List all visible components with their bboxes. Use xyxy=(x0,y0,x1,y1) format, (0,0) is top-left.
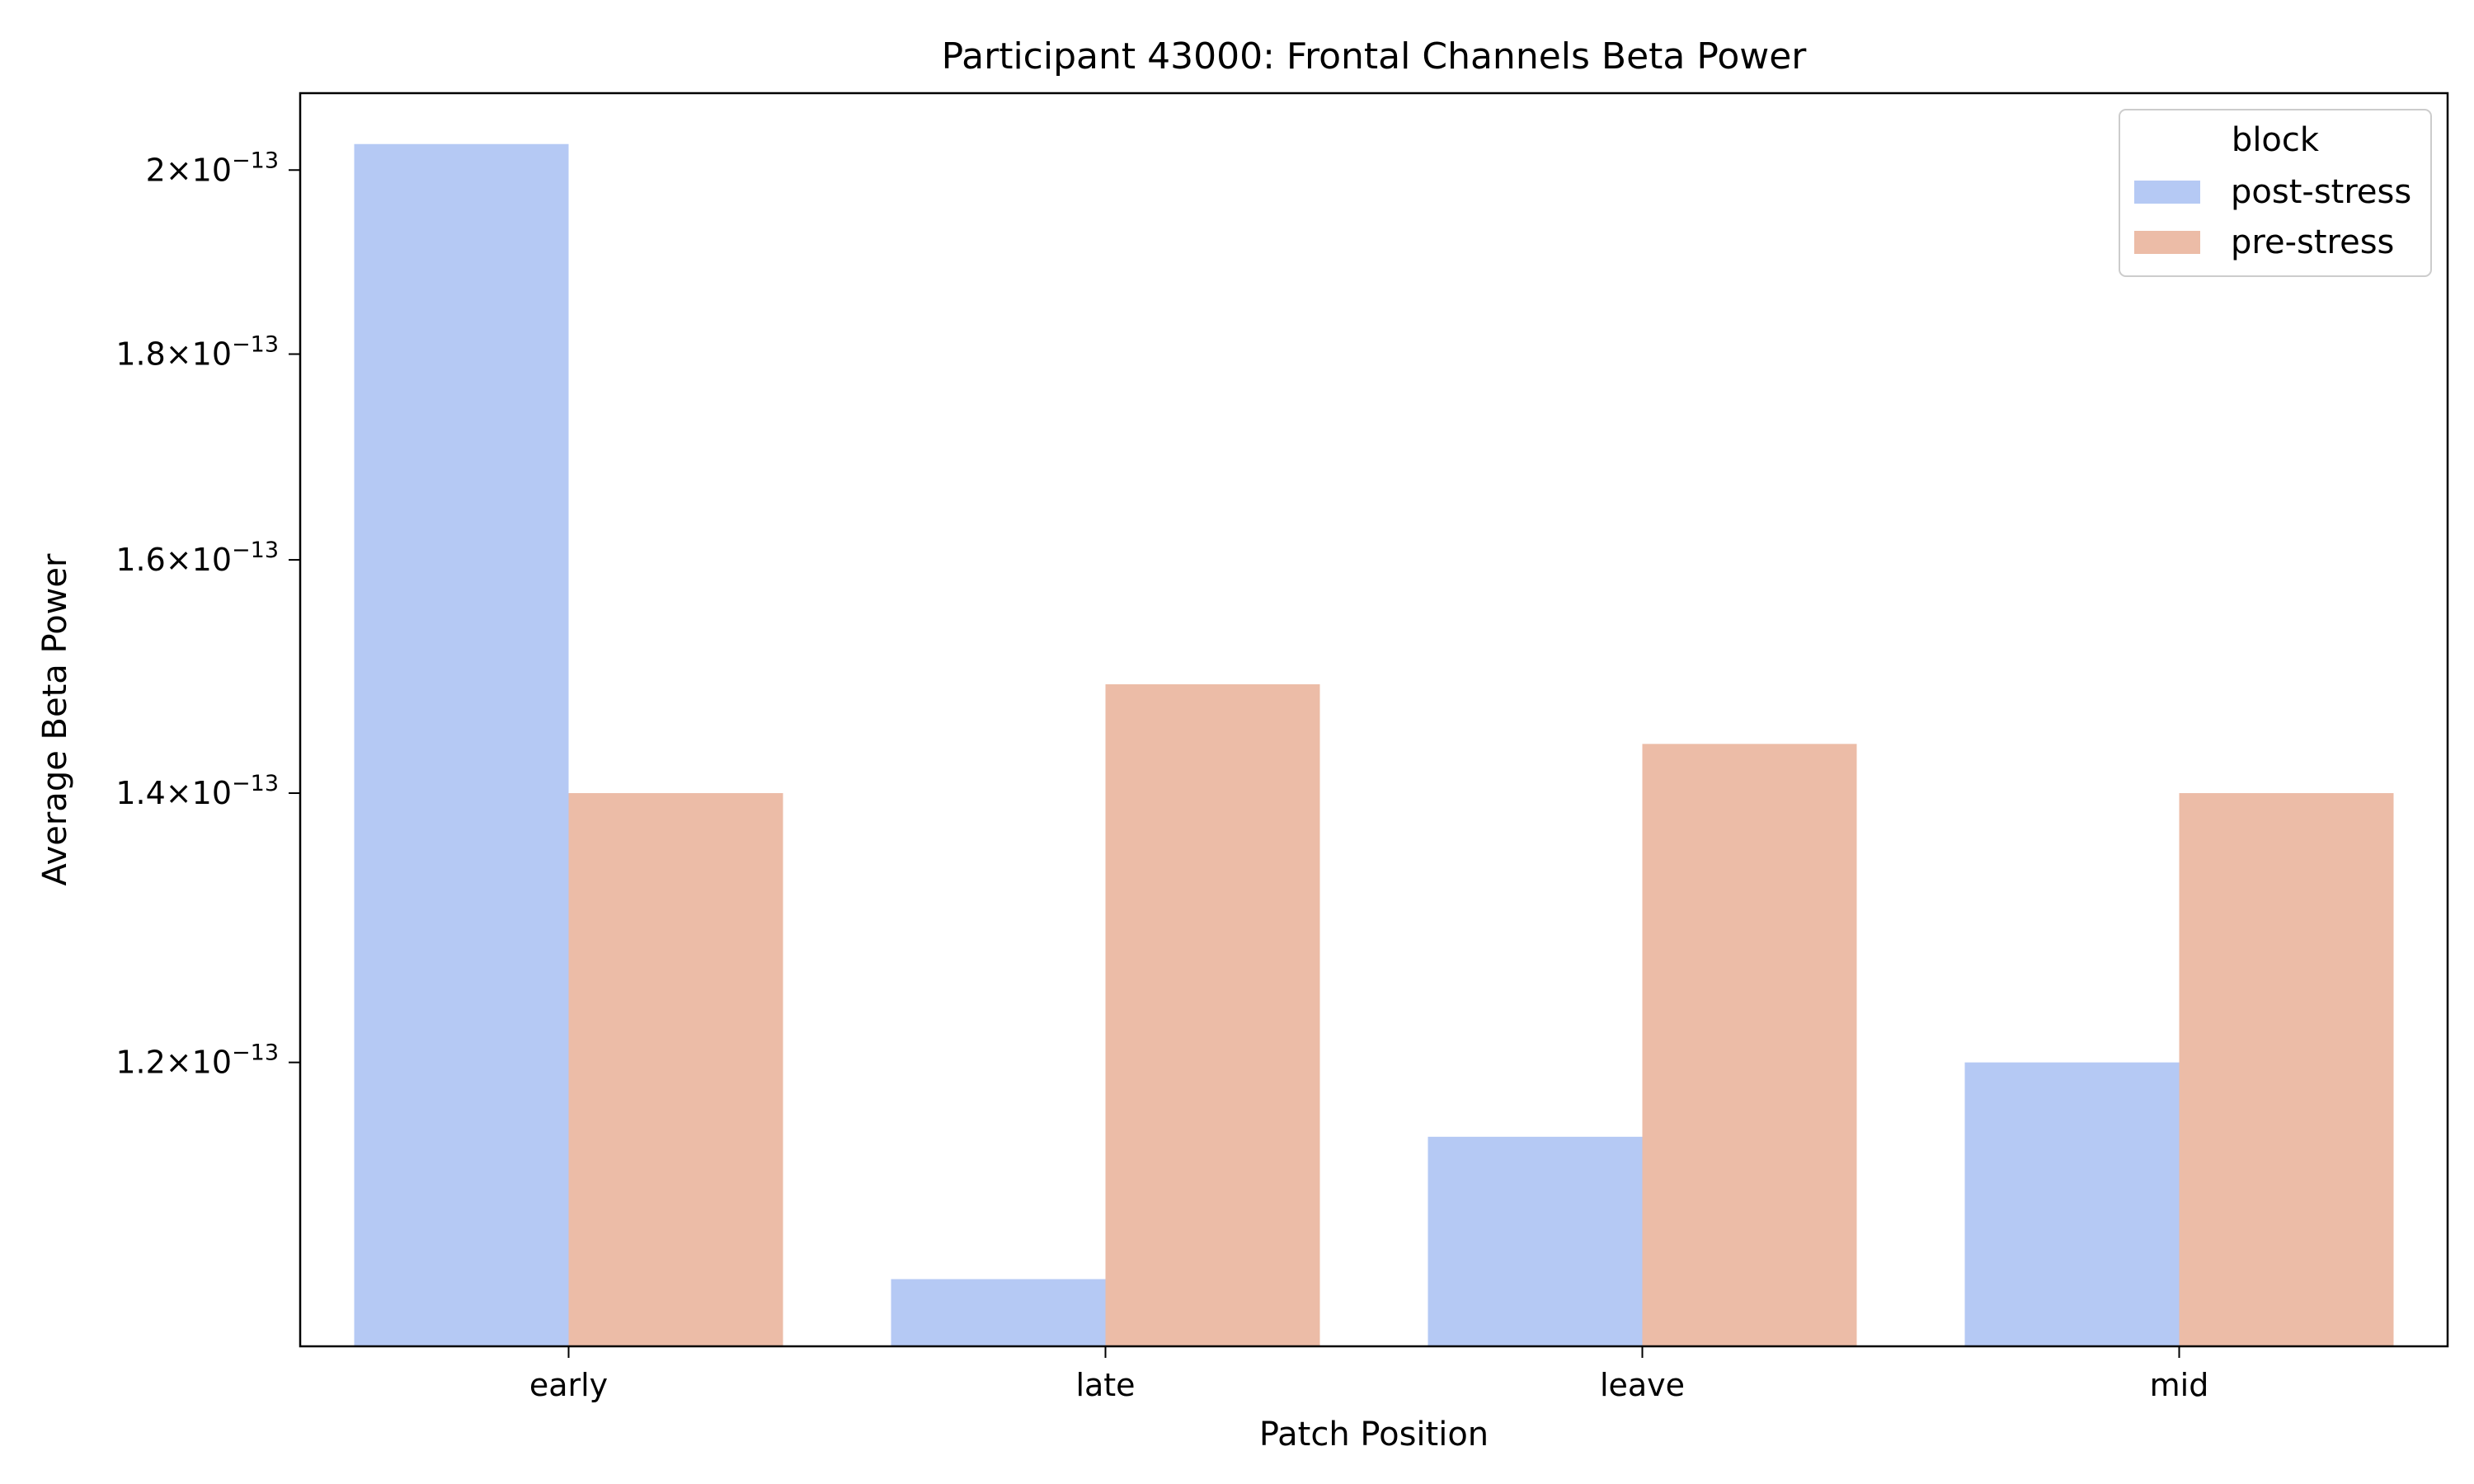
x-axis-ticks: early late leave mid xyxy=(529,1346,2209,1403)
y-tick-label: 1.2×10−13 xyxy=(115,1040,279,1081)
bar-mid-pre-stress xyxy=(2179,793,2394,1346)
bar-early-post-stress xyxy=(354,143,569,1346)
legend: block post-stress pre-stress xyxy=(2119,109,2432,277)
bar-leave-post-stress xyxy=(1427,1136,1643,1346)
legend-label-pre-stress: pre-stress xyxy=(2231,223,2394,261)
chart-title: Participant 43000: Frontal Channels Beta… xyxy=(942,35,1808,77)
y-tick-label: 1.6×10−13 xyxy=(115,538,279,578)
bar-leave-pre-stress xyxy=(1642,744,1857,1346)
x-tick-label-leave: leave xyxy=(1600,1367,1685,1403)
x-axis-label: Patch Position xyxy=(1259,1416,1489,1453)
y-tick-label: 1.4×10−13 xyxy=(115,771,279,811)
y-axis-label: Average Beta Power xyxy=(36,553,74,885)
bar-mid-post-stress xyxy=(1964,1062,2180,1346)
x-tick-label-early: early xyxy=(529,1367,608,1403)
legend-label-post-stress: post-stress xyxy=(2231,173,2411,211)
bar-late-pre-stress xyxy=(1105,684,1320,1346)
bar-early-pre-stress xyxy=(568,793,783,1346)
bar-late-post-stress xyxy=(891,1279,1106,1346)
y-tick-label: 1.8×10−13 xyxy=(115,332,279,373)
plot-frame xyxy=(299,92,2449,1348)
x-tick-label-late: late xyxy=(1075,1367,1135,1403)
legend-swatch-pre-stress xyxy=(2134,231,2200,254)
y-axis-ticks: 1.2×10−13 1.4×10−13 1.6×10−13 1.8×10−13 2×10… xyxy=(115,148,300,1081)
legend-title: block xyxy=(2232,121,2320,159)
x-tick-label-mid: mid xyxy=(2150,1367,2209,1403)
legend-swatch-post-stress xyxy=(2134,181,2200,204)
y-tick-label: 2×10−13 xyxy=(146,148,279,188)
bars-group xyxy=(354,143,2394,1346)
